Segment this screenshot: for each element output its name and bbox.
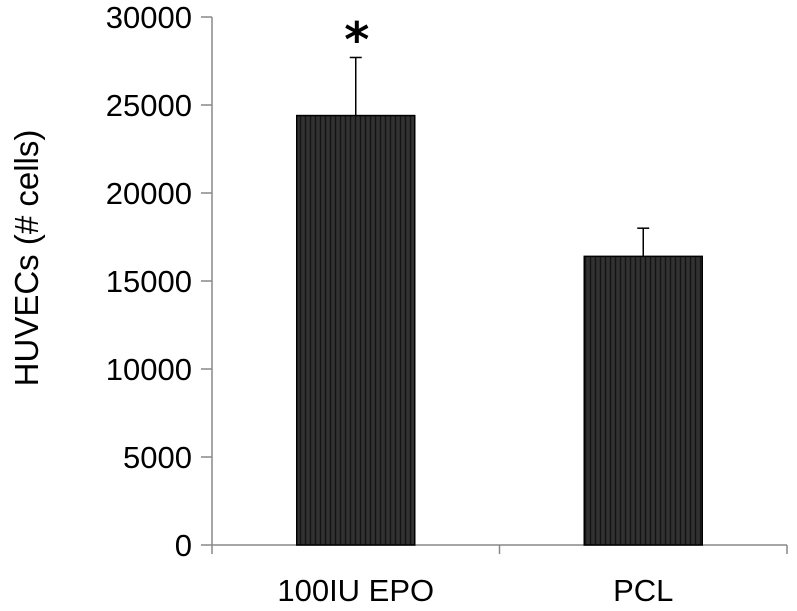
bar <box>296 114 416 546</box>
x-axis: 100IU EPO PCL <box>211 544 788 608</box>
y-tick-label: 15000 <box>106 264 192 299</box>
x-tick-label: PCL <box>613 573 673 608</box>
x-tick-label: 100IU EPO <box>277 573 434 608</box>
error-bars <box>349 56 650 257</box>
y-axis-title: HUVECs (# cells) <box>8 130 45 387</box>
annotations: * <box>344 12 369 68</box>
bar <box>583 255 703 546</box>
bars <box>296 114 703 546</box>
y-tick-label: 30000 <box>106 0 192 35</box>
y-tick-label: 25000 <box>106 88 192 123</box>
y-tick-label: 20000 <box>106 176 192 211</box>
y-axis: 0 5000 10000 15000 20000 25000 30000 <box>106 0 213 563</box>
y-tick-label: 10000 <box>106 352 192 387</box>
y-tick-label: 5000 <box>123 440 192 475</box>
significance-marker: * <box>344 12 369 68</box>
y-tick-label: 0 <box>175 528 192 563</box>
